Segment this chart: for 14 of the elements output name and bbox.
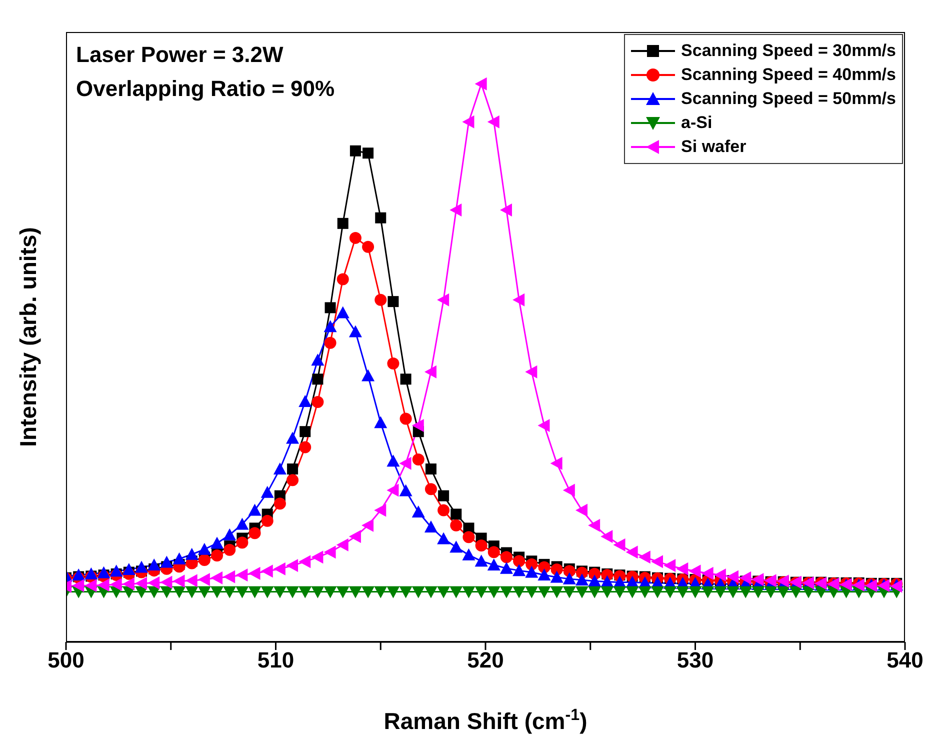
x-tick-label: 500 xyxy=(48,648,84,673)
annotation: Overlapping Ratio = 90% xyxy=(76,76,335,101)
y-axis-title: Intensity (arb. units) xyxy=(15,227,41,447)
legend-label: a-Si xyxy=(681,113,712,133)
legend-label: Si wafer xyxy=(681,137,746,157)
x-tick-label: 530 xyxy=(676,648,714,673)
legend-label: Scanning Speed = 30mm/s xyxy=(681,41,896,61)
x-tick-label: 510 xyxy=(257,648,294,673)
x-tick-label: 520 xyxy=(467,648,504,673)
x-axis-title: Raman Shift (cm$^{-1}$) xyxy=(384,706,588,734)
x-tick-label: 540 xyxy=(886,648,924,673)
legend-label: Scanning Speed = 50mm/s xyxy=(681,89,896,109)
legend-label: Scanning Speed = 40mm/s xyxy=(681,65,896,85)
text: Laser Power = 3.2W xyxy=(76,42,284,67)
